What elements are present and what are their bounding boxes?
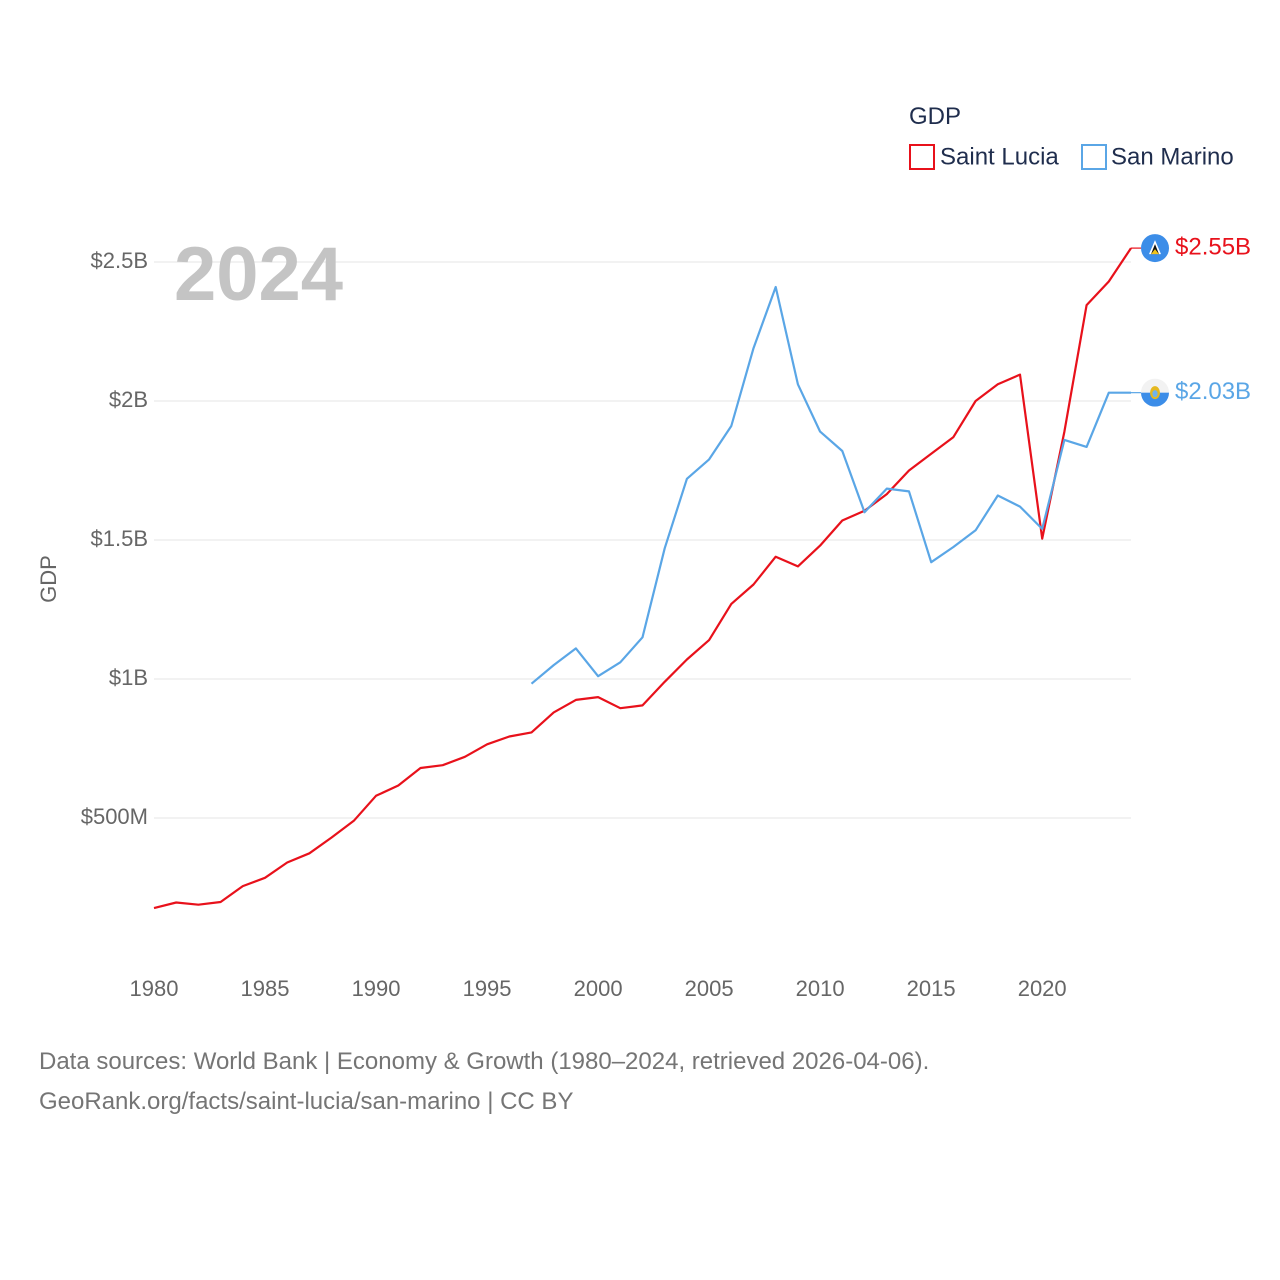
source-line-1: Data sources: World Bank | Economy & Gro… xyxy=(39,1048,930,1075)
x-tick-label: 1985 xyxy=(241,976,290,1001)
san-marino-flag-icon xyxy=(1141,378,1169,407)
x-axis-ticks: 1980 1985 1990 1995 2000 2005 2010 2015 2020 xyxy=(130,976,1067,1001)
source-line-2[interactable]: GeoRank.org/facts/saint-lucia/san-marino… xyxy=(39,1088,574,1115)
gdp-line-chart: $500M $1B $1.5B $2B $2.5B 1980 1985 1990 1995 20… xyxy=(36,103,1251,1001)
legend-swatch xyxy=(1081,144,1107,170)
x-tick-label: 2005 xyxy=(685,976,734,1001)
x-tick-label: 1980 xyxy=(130,976,179,1001)
year-watermark: 2024 xyxy=(174,232,343,317)
y-tick-label: $2.5B xyxy=(91,248,149,273)
legend-item-san-marino[interactable]: San Marino xyxy=(1081,143,1234,170)
legend-item-saint-lucia[interactable]: Saint Lucia xyxy=(909,143,1059,170)
x-tick-label: 1990 xyxy=(352,976,401,1001)
y-axis-label: GDP xyxy=(36,555,61,603)
y-tick-label: $2B xyxy=(109,387,148,412)
source-note: Data sources: World Bank | Economy & Gro… xyxy=(39,1042,929,1122)
y-tick-label: $1B xyxy=(109,665,148,690)
legend-label: Saint Lucia xyxy=(940,143,1059,170)
saint-lucia-flag-icon xyxy=(1141,234,1169,263)
gridlines xyxy=(154,261,1131,819)
series-line-san-marino xyxy=(530,285,1131,685)
x-tick-label: 2015 xyxy=(907,976,956,1001)
series-lines xyxy=(153,247,1132,910)
y-axis-ticks: $500M $1B $1.5B $2B $2.5B xyxy=(81,248,148,829)
x-tick-label: 2020 xyxy=(1018,976,1067,1001)
legend[interactable]: GDP Saint Lucia San Marino xyxy=(909,103,1234,170)
legend-swatch xyxy=(909,144,935,170)
end-value-label: $2.55B xyxy=(1175,233,1251,260)
y-tick-label: $1.5B xyxy=(91,526,149,551)
x-tick-label: 2000 xyxy=(574,976,623,1001)
x-tick-label: 1995 xyxy=(463,976,512,1001)
end-value-label: $2.03B xyxy=(1175,378,1251,405)
series-line-saint-lucia xyxy=(153,247,1132,910)
legend-title: GDP xyxy=(909,103,961,130)
y-tick-label: $500M xyxy=(81,804,148,829)
legend-label: San Marino xyxy=(1111,143,1234,170)
x-tick-label: 2010 xyxy=(796,976,845,1001)
end-labels: $2.55B $2.03B xyxy=(1131,233,1251,407)
